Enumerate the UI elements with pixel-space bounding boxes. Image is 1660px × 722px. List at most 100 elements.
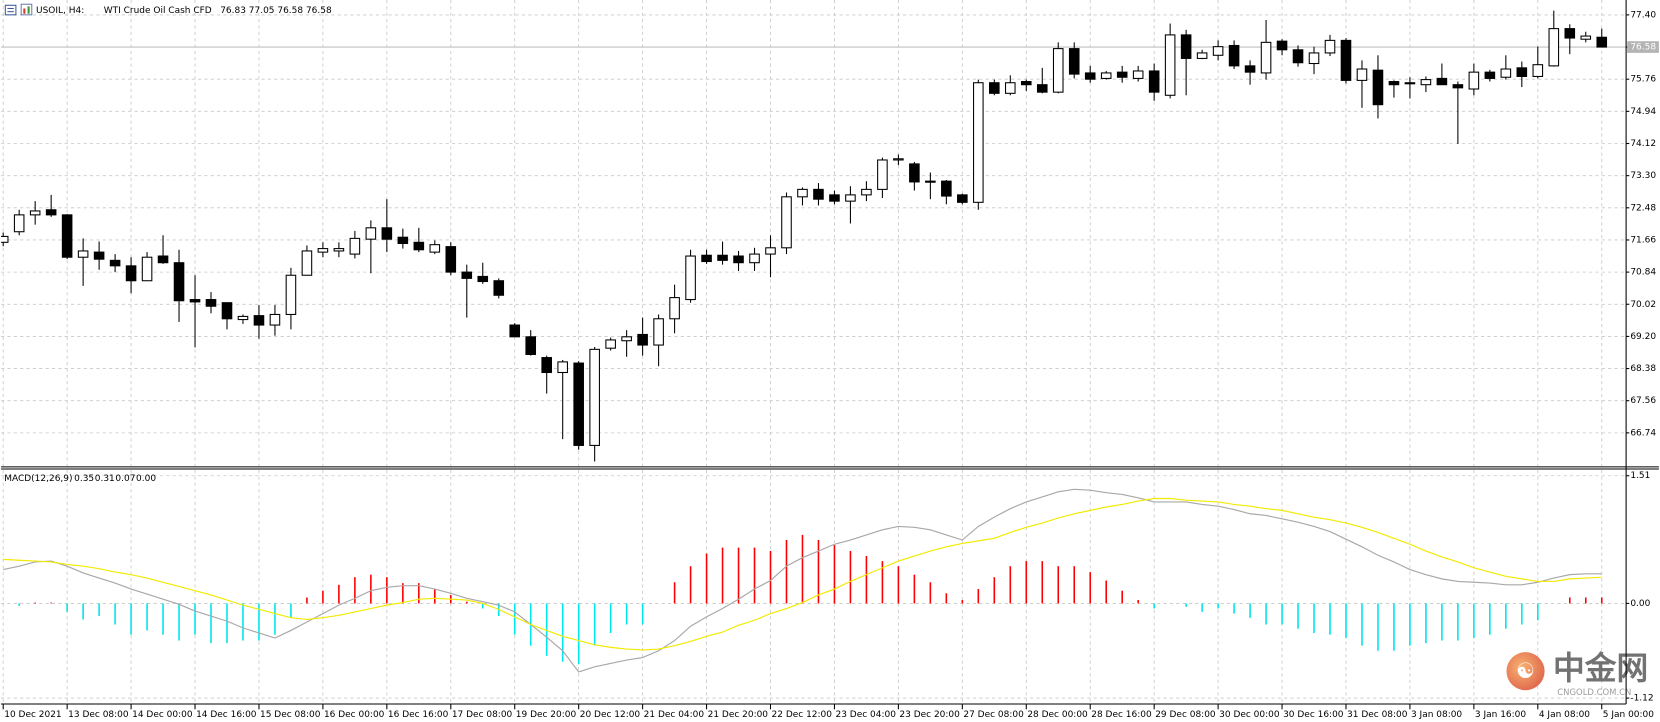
- candle-body: [1452, 84, 1464, 89]
- candle-body: [893, 158, 904, 161]
- histogram-bar: [1409, 603, 1411, 646]
- candle-body: [221, 302, 233, 320]
- histogram-bar: [849, 550, 852, 604]
- macd-line: [3, 497, 1602, 651]
- histogram-bar: [881, 561, 884, 604]
- symbol: USOIL, H4:: [36, 6, 84, 16]
- candle-body: [157, 255, 169, 264]
- x-tick-label: 28 Dec 16:00: [1091, 710, 1152, 720]
- candle-body: [653, 318, 664, 346]
- histogram-bar: [865, 556, 868, 604]
- histogram-bar: [673, 582, 676, 604]
- histogram-bar: [513, 603, 516, 635]
- logo: [1506, 652, 1545, 691]
- histogram-bar: [785, 539, 788, 604]
- histogram-bar: [1329, 603, 1331, 635]
- histogram-bar: [577, 603, 580, 665]
- candle-body: [1292, 49, 1304, 64]
- histogram-bar: [1025, 561, 1028, 604]
- x-tick-label: 29 Dec 08:00: [1155, 710, 1216, 720]
- candle-body: [349, 237, 361, 255]
- candle-body: [685, 255, 696, 301]
- x-tick-label: 27 Dec 08:00: [963, 710, 1024, 720]
- candle-body: [1180, 34, 1192, 59]
- histogram-bar: [162, 603, 164, 635]
- histogram-bar: [50, 602, 52, 604]
- candle-body: [1468, 71, 1480, 90]
- histogram-bar: [402, 583, 404, 604]
- histogram-bar: [609, 603, 612, 633]
- candle-body: [189, 299, 201, 303]
- y-tick-label: 74.94: [1630, 107, 1656, 117]
- x-tick-label: 23 Dec 04:00: [836, 710, 897, 720]
- x-tick-label: 14 Dec 00:00: [132, 710, 193, 720]
- candle-body: [1388, 81, 1400, 86]
- candle-body: [317, 248, 329, 253]
- histogram-bar: [1313, 603, 1315, 633]
- icon: [4, 4, 17, 16]
- candle-body: [1580, 35, 1592, 40]
- histogram-bar: [1521, 603, 1523, 625]
- histogram-bar: [1185, 603, 1187, 607]
- watermark-name: 中金网: [1553, 650, 1648, 687]
- histogram-bar: [418, 583, 420, 604]
- x-tick-label: 21 Dec 20:00: [708, 710, 769, 720]
- candle-body: [93, 251, 105, 260]
- histogram-bar: [1121, 590, 1123, 604]
- y-tick-label: 70.84: [1630, 268, 1656, 278]
- ohlc-low: 76.58: [277, 6, 303, 16]
- candle-body: [1420, 79, 1432, 86]
- candle-body: [1228, 44, 1240, 67]
- histogram-bar: [1297, 603, 1299, 629]
- candle-body: [1276, 40, 1288, 51]
- candle-body: [1100, 72, 1112, 79]
- x-tick-label: 3 Jan 08:00: [1411, 710, 1462, 720]
- x-tick-label: 31 Dec 08:00: [1347, 710, 1408, 720]
- candle-body: [765, 247, 776, 255]
- logo-glyph: ☯: [1516, 658, 1535, 683]
- histogram-bar: [82, 603, 84, 620]
- y-tick-label: 69.20: [1630, 332, 1656, 342]
- x-tick-label: 10 Dec 2021: [4, 710, 61, 720]
- histogram-bar: [1265, 603, 1267, 625]
- candle-body: [1516, 67, 1528, 77]
- y-tick-label: 72.48: [1630, 203, 1656, 213]
- x-tick-label: 17 Dec 08:00: [452, 710, 513, 720]
- histogram-bar: [1600, 597, 1603, 604]
- histogram-bar: [977, 589, 980, 604]
- histogram-bar: [322, 590, 324, 604]
- candle-body: [1036, 84, 1048, 93]
- candle-body: [845, 194, 856, 202]
- histogram-bar: [210, 603, 212, 644]
- candle-body: [717, 254, 728, 261]
- candle-body: [509, 324, 521, 338]
- candle-body: [749, 253, 760, 264]
- candle-body: [573, 362, 584, 446]
- candle-body: [1596, 36, 1608, 48]
- candle-body: [141, 256, 153, 282]
- histogram-bar: [66, 603, 68, 612]
- icon: [20, 3, 33, 16]
- candle-body: [621, 336, 632, 342]
- y-tick-label: 66.74: [1630, 428, 1656, 438]
- watermark-site: CNGOLD.COM.CN: [1557, 687, 1631, 697]
- ohlc-close: 76.58: [306, 6, 332, 16]
- y-tick-label: 0.00: [1630, 599, 1650, 609]
- candle-body: [1004, 82, 1016, 94]
- x-tick-label: 20 Dec 12:00: [580, 710, 641, 720]
- x-tick-label: 30 Dec 00:00: [1219, 710, 1280, 720]
- candle-body: [1212, 46, 1224, 56]
- histogram-bar: [1281, 603, 1283, 625]
- header: USOIL, H4: WTI Crude Oil Cash CFD 76.83 …: [4, 3, 332, 484]
- candle-body: [1564, 28, 1576, 39]
- candle-body: [925, 180, 936, 183]
- x-tick-label: 19 Dec 20:00: [516, 710, 577, 720]
- candle-body: [13, 214, 25, 233]
- candle-body: [1356, 68, 1368, 81]
- candle-body: [333, 248, 345, 252]
- y-tick-label: 77.40: [1630, 10, 1656, 20]
- y-tick-label: -1.12: [1630, 694, 1653, 704]
- candle-body: [941, 180, 952, 197]
- candle-body: [1148, 70, 1160, 93]
